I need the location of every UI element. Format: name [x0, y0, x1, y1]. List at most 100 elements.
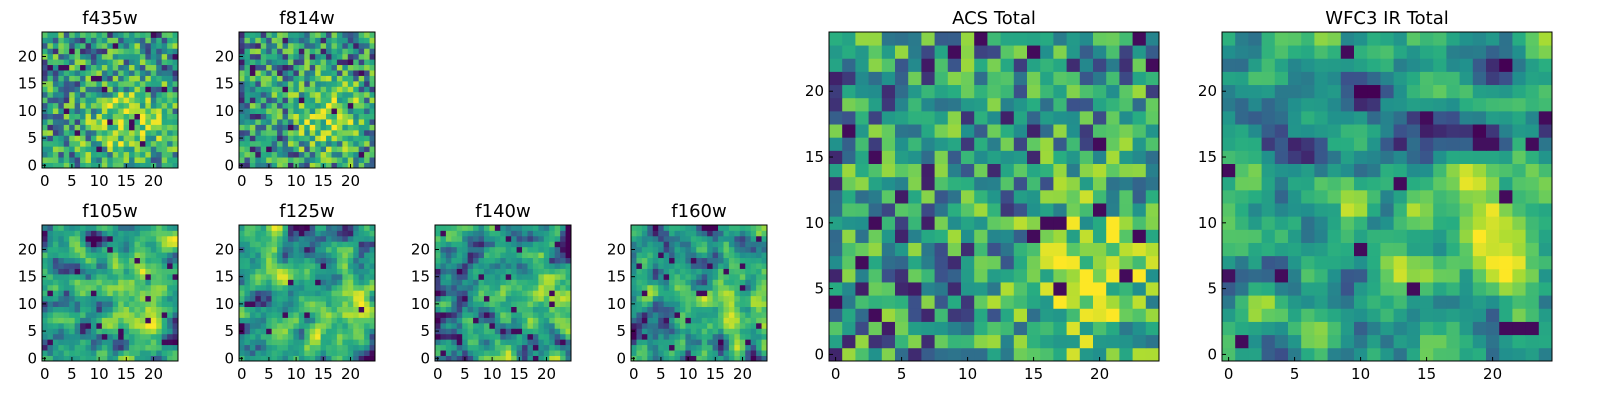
heatmap-cell	[1222, 110, 1236, 125]
heatmap-cell	[1106, 163, 1120, 178]
heatmap-cell	[282, 355, 289, 362]
heatmap-cell	[282, 140, 289, 147]
heatmap-cell	[369, 129, 376, 136]
heatmap-cell	[1314, 242, 1328, 257]
heatmap-cell	[331, 124, 338, 131]
heatmap-cell	[1079, 163, 1094, 178]
heatmap-cell	[304, 146, 311, 153]
heatmap-cell	[85, 230, 92, 237]
heatmap-cell	[451, 268, 458, 275]
heatmap-cell	[309, 284, 316, 291]
heatmap-cell	[829, 308, 843, 322]
heatmap-cell	[696, 268, 703, 275]
heatmap-cell	[309, 140, 316, 147]
heatmap-cell	[139, 37, 146, 44]
heatmap-cell	[271, 230, 278, 237]
heatmap-cell	[287, 64, 294, 71]
heatmap-cell	[90, 124, 97, 131]
heatmap-cell	[1132, 97, 1147, 112]
heatmap-cell	[287, 241, 294, 248]
heatmap-cell	[277, 157, 283, 163]
heatmap-cell	[707, 333, 713, 340]
heatmap-cell	[1274, 203, 1289, 217]
heatmap-cell	[249, 97, 256, 104]
heatmap-cell	[1380, 216, 1394, 230]
heatmap-cell	[96, 64, 103, 71]
heatmap-cell	[58, 151, 65, 158]
heatmap-cell	[172, 284, 179, 291]
heatmap-cell	[260, 301, 267, 307]
heatmap-cell	[315, 53, 321, 60]
heatmap-cell	[358, 162, 365, 169]
heatmap-cell	[631, 344, 637, 351]
heatmap-cell	[456, 279, 463, 286]
heatmap-cell	[908, 71, 922, 86]
heatmap-cell	[961, 268, 975, 283]
heatmap-cell	[440, 235, 447, 242]
heatmap-cell	[342, 284, 349, 291]
heatmap-cell	[1499, 347, 1513, 362]
heatmap-cell	[134, 301, 141, 307]
heatmap-cell	[107, 355, 114, 362]
heatmap-cell	[298, 252, 305, 259]
heatmap-cell	[652, 263, 659, 269]
heatmap-cell	[331, 75, 338, 82]
heatmap-cell	[636, 306, 643, 313]
heatmap-cell	[756, 306, 762, 313]
heatmap-cell	[745, 284, 752, 291]
heatmap-cell	[266, 306, 273, 313]
heatmap-cell	[500, 333, 507, 340]
heatmap-cell	[239, 235, 245, 242]
heatmap-cell	[538, 273, 545, 280]
heatmap-cell	[58, 75, 65, 82]
heatmap-cell	[554, 339, 561, 346]
heatmap-cell	[641, 273, 648, 280]
heatmap-cell	[129, 268, 135, 275]
heatmap-cell	[101, 75, 108, 82]
heatmap-cell	[156, 157, 163, 163]
heatmap-cell	[255, 135, 262, 142]
heatmap-cell	[756, 225, 762, 231]
heatmap-cell	[1512, 189, 1526, 204]
heatmap-cell	[167, 279, 173, 286]
heatmap-cell	[320, 241, 327, 248]
heatmap-cell	[494, 328, 501, 335]
heatmap-cell	[1314, 268, 1328, 283]
heatmap-cell	[47, 135, 54, 142]
heatmap-cell	[353, 257, 360, 264]
heatmap-cell	[855, 163, 869, 178]
heatmap-cell	[647, 252, 654, 259]
heatmap-cell	[1288, 295, 1302, 309]
heatmap-cell	[266, 284, 273, 291]
heatmap-cell	[516, 263, 523, 269]
heatmap-cell	[271, 97, 278, 104]
heatmap-cell	[974, 176, 988, 191]
heatmap-cell	[1248, 137, 1262, 151]
heatmap-cell	[1512, 137, 1526, 151]
heatmap-cell	[260, 328, 267, 335]
heatmap-cell	[1053, 124, 1067, 138]
heatmap-cell	[934, 189, 949, 204]
heatmap-cell	[134, 157, 141, 163]
heatmap-cell	[696, 328, 703, 335]
heatmap-cell	[868, 124, 883, 138]
heatmap-cell	[658, 328, 665, 335]
heatmap-cell	[52, 140, 59, 147]
heatmap-cell	[674, 284, 681, 291]
heatmap-cell	[1354, 347, 1368, 362]
heatmap-cell	[85, 102, 92, 109]
heatmap-cell	[739, 257, 746, 264]
heatmap-cell	[298, 91, 305, 98]
heatmap-cell	[658, 295, 665, 302]
heatmap-cell	[145, 257, 152, 264]
heatmap-cell	[1093, 203, 1107, 217]
heatmap-cell	[167, 290, 173, 297]
heatmap-cell	[934, 216, 949, 230]
heatmap-cell	[244, 306, 251, 313]
heatmap-cell	[554, 350, 561, 356]
heatmap-cell	[107, 48, 114, 55]
heatmap-cell	[277, 263, 283, 269]
heatmap-cell	[47, 124, 54, 131]
heatmap-cell	[669, 322, 675, 329]
heatmap-cell	[129, 146, 135, 153]
